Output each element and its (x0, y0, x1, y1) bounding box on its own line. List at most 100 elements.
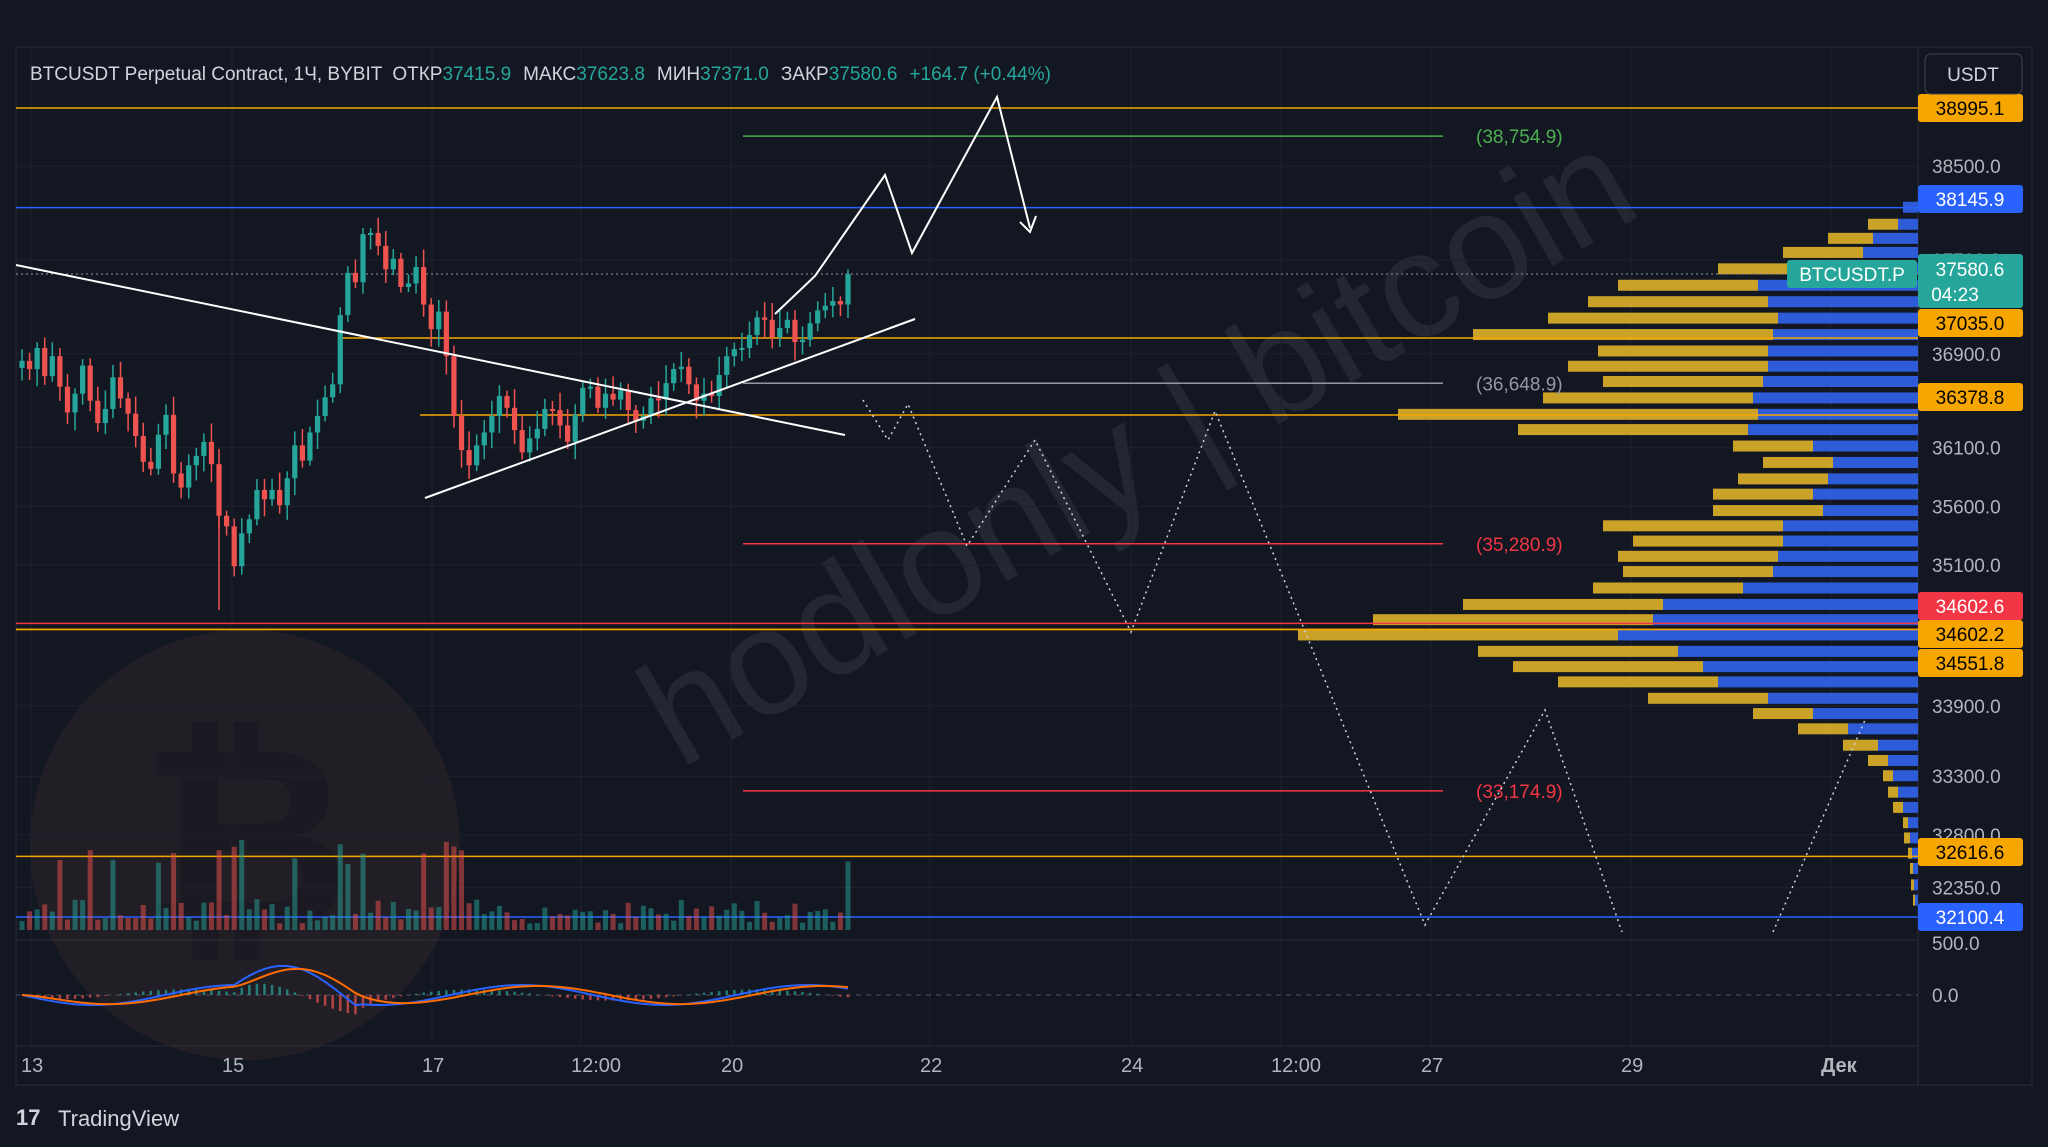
time-tick-label: 15 (222, 1055, 244, 1077)
price-tag (1918, 309, 2023, 337)
vp-buy-bar (1768, 692, 1918, 704)
candle-body (261, 489, 268, 500)
candle-body (239, 533, 245, 567)
price-tag (1918, 383, 2023, 411)
candle-body (299, 445, 305, 461)
candle-body (254, 489, 260, 520)
vp-sell-bar (1588, 296, 1768, 308)
volume-bar (587, 911, 593, 930)
volume-bar (27, 911, 33, 930)
volume-bar (595, 922, 601, 930)
vp-buy-bar (1778, 312, 1918, 324)
bullish-path-drawing (774, 94, 1031, 315)
price-tag-label: 34602.2 (1936, 625, 2005, 646)
volume-bar (451, 846, 457, 930)
volume-bar (549, 916, 555, 930)
volume-bar (269, 904, 275, 930)
vp-buy-bar (1783, 535, 1918, 547)
volume-bar (315, 920, 321, 930)
symbol-legend[interactable]: BTCUSDT Perpetual Contract, 1Ч, BYBIT ОТК… (30, 64, 1051, 85)
volume-bar (837, 912, 843, 930)
candle-body (57, 356, 63, 387)
volume-bar (163, 907, 169, 930)
vp-buy-bar (1913, 862, 1918, 874)
price-tick-label: 36900.0 (1932, 345, 2001, 366)
time-tick-label: 27 (1421, 1055, 1443, 1077)
tradingview-logo[interactable]: 17 TradingView (16, 1105, 179, 1131)
vp-sell-bar (1568, 360, 1768, 372)
time-tick-label: 20 (721, 1055, 743, 1077)
volume-bar (330, 915, 336, 930)
vp-buy-bar (1663, 598, 1918, 610)
candle-body (443, 311, 449, 357)
bearish-path-drawing[interactable] (862, 399, 1866, 933)
candle-body (80, 365, 86, 394)
candle-body (398, 258, 404, 287)
candle-body (474, 445, 480, 466)
volume-bar (413, 910, 419, 930)
volume-bar (360, 853, 366, 930)
candle-body (534, 428, 540, 439)
price-tag-label: 37035.0 (1936, 314, 2005, 335)
time-axis[interactable]: 13 15 17 12:00 20 22 24 12:00 27 29 Дек (21, 1055, 1858, 1077)
volume-bar (307, 910, 313, 930)
vp-sell-bar (1753, 708, 1813, 720)
candle-body (405, 283, 412, 287)
candle-body (701, 393, 707, 401)
descending-trendline (15, 264, 846, 436)
volume-bar (443, 841, 449, 930)
vp-buy-bar (1898, 218, 1918, 230)
volume-bar (777, 917, 783, 930)
currency-button[interactable]: USDT (1924, 53, 2023, 95)
candle-body (186, 465, 192, 488)
candle-body (716, 374, 722, 397)
volume-bar (254, 899, 260, 930)
volume-bar (784, 915, 790, 930)
candle-body (799, 339, 806, 343)
volume-bar (261, 909, 267, 930)
vp-buy-bar (1915, 894, 1918, 906)
volume-bar (178, 903, 184, 930)
candle-body (277, 489, 283, 506)
volume-bar (716, 915, 722, 930)
candle-body (648, 398, 654, 417)
vp-sell-bar (1868, 218, 1898, 230)
candle-body (663, 383, 669, 400)
vp-buy-bar (1783, 520, 1918, 532)
volume-bar (724, 909, 730, 930)
vp-sell-bar (1618, 550, 1778, 562)
candle-body (330, 384, 336, 398)
vp-sell-bar (1518, 424, 1748, 436)
trendline-drawings[interactable] (15, 94, 1037, 499)
candle-body (451, 356, 457, 417)
volume-bar (519, 918, 525, 930)
vp-buy-bar (1873, 232, 1918, 244)
symbol-tag-label: BTCUSDT.P (1799, 265, 1905, 286)
price-tag (1918, 620, 2023, 648)
candlestick-series (19, 217, 851, 610)
candle-body (375, 232, 381, 246)
volume-bar (731, 903, 737, 930)
price-tick-label: 36100.0 (1932, 439, 2001, 460)
vp-sell-bar (1558, 676, 1718, 688)
vp-sell-bar (1478, 645, 1678, 657)
volume-bar (769, 921, 775, 930)
volume-bar (603, 910, 609, 930)
vp-sell-bar (1463, 598, 1663, 610)
vp-sell-bar (1548, 312, 1778, 324)
price-tag (1918, 94, 2023, 122)
target-label: (38,754.9) (1476, 127, 1563, 148)
vp-sell-bar (1883, 770, 1893, 782)
target-label: (35,280.9) (1476, 535, 1563, 556)
candle-body (224, 515, 230, 527)
candle-body (815, 310, 821, 324)
volume-bar (216, 850, 222, 930)
volume-bar (663, 913, 669, 930)
vp-buy-bar (1748, 424, 1918, 436)
volume-bar (19, 921, 25, 930)
candle-body (557, 410, 563, 426)
candle-body (49, 356, 55, 377)
vp-buy-bar (1813, 708, 1918, 720)
candle-body (542, 408, 548, 429)
